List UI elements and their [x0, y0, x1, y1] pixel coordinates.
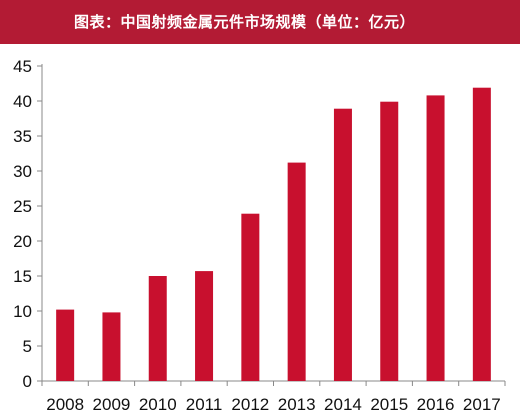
y-tick-label: 30 — [13, 162, 32, 181]
y-tick-label: 25 — [13, 197, 32, 216]
x-tick-label: 2016 — [417, 395, 455, 414]
bar-2012 — [241, 213, 260, 381]
bar-2017 — [472, 87, 491, 381]
y-tick-label: 45 — [13, 57, 32, 76]
chart-title: 图表：中国射频金属元件市场规模（单位：亿元） — [0, 0, 520, 44]
x-tick-label: 2012 — [231, 395, 269, 414]
bar-2014 — [333, 108, 352, 381]
y-tick-label: 40 — [13, 92, 32, 111]
x-tick-label: 2009 — [93, 395, 131, 414]
bar-2008 — [56, 309, 75, 381]
bar-2010 — [148, 276, 167, 381]
bar-2015 — [380, 101, 399, 381]
bar-2013 — [287, 162, 306, 381]
y-axis: 0 5 10 15 20 25 30 35 40 45 — [13, 57, 43, 391]
y-tick-label: 0 — [23, 372, 32, 391]
x-tick-label: 2011 — [186, 395, 223, 414]
bar-2011 — [195, 271, 214, 381]
x-tick-label: 2008 — [46, 395, 84, 414]
y-tick-label: 5 — [23, 337, 32, 356]
bar-2009 — [102, 312, 121, 381]
y-tick-label: 20 — [13, 232, 32, 251]
x-tick-label: 2010 — [139, 395, 177, 414]
y-tick-label: 35 — [13, 127, 32, 146]
x-tick-label: 2013 — [278, 395, 316, 414]
y-tick-label: 15 — [13, 267, 32, 286]
x-tick-label: 2014 — [324, 395, 362, 414]
x-axis: 2008 2009 2010 2011 2012 2013 2014 2015 2016 2017 — [41, 380, 506, 414]
x-tick-label: 2017 — [463, 395, 501, 414]
bar-2016 — [426, 95, 445, 382]
bar-series — [56, 87, 491, 382]
x-tick-label: 2015 — [370, 395, 408, 414]
y-tick-label: 10 — [13, 302, 32, 321]
